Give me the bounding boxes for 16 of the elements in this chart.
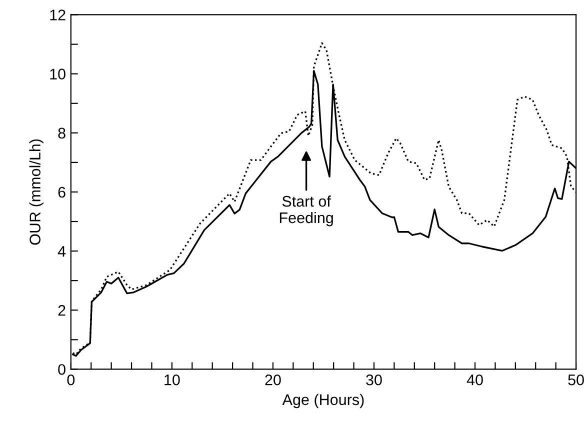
y-tick-label: 8 xyxy=(58,128,66,139)
x-tick-label: 30 xyxy=(366,374,382,386)
y-tick-label: 2 xyxy=(58,305,66,316)
y-tick-label: 6 xyxy=(58,186,66,198)
x-axis-title: Age (Hours) xyxy=(282,394,364,408)
y-tick-label: 0 xyxy=(58,364,66,375)
x-tick-label: 40 xyxy=(466,374,483,386)
x-tick-label: 20 xyxy=(265,374,281,386)
y-tick-label: 4 xyxy=(58,246,66,257)
x-tick-label: 10 xyxy=(164,374,180,386)
annotation: Start of Feeding xyxy=(280,196,333,226)
x-tick-label: 0 xyxy=(67,374,75,386)
y-tick-label: 12 xyxy=(50,10,66,20)
y-tick-label: 10 xyxy=(50,68,66,80)
x-tick-label: 50 xyxy=(568,374,584,386)
y-axis-title: OUR (mmol/Lh) xyxy=(29,139,44,245)
